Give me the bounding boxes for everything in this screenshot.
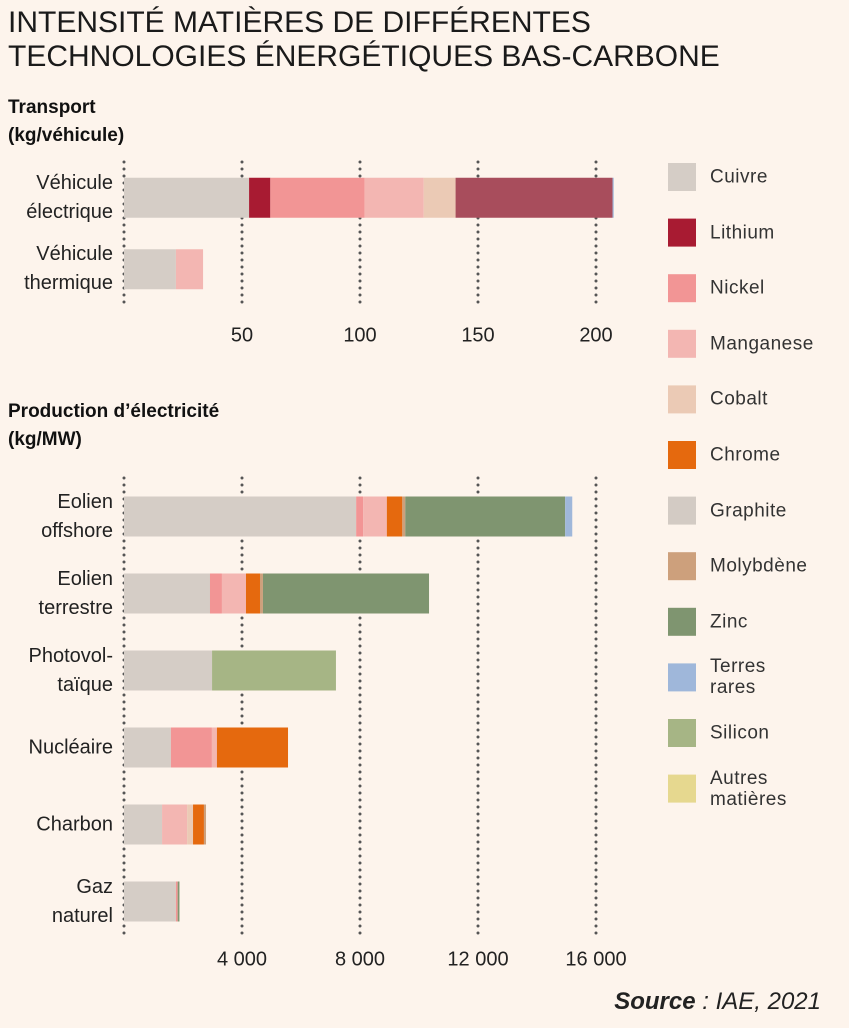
bar-segment bbox=[259, 573, 263, 614]
legend-label: Silicon bbox=[710, 722, 770, 744]
bar-segment bbox=[175, 881, 178, 922]
bar-segment bbox=[177, 881, 180, 922]
source: Source : IAE, 2021 bbox=[614, 988, 821, 1016]
bar-segment bbox=[245, 573, 260, 614]
legend-swatch bbox=[668, 329, 696, 358]
bar-segment bbox=[187, 804, 194, 845]
bar-segment bbox=[216, 727, 289, 768]
legend-swatch bbox=[668, 385, 696, 414]
category-label: Gaz naturel bbox=[51, 875, 113, 927]
x-tick-label: 50 bbox=[230, 324, 254, 347]
x-tick-label: 200 bbox=[579, 324, 613, 347]
bar-segment bbox=[405, 496, 566, 537]
legend-swatch bbox=[668, 163, 696, 191]
category-label: Photovol-taïque bbox=[28, 644, 114, 696]
bar-segment bbox=[212, 650, 336, 691]
source-text: : IAE, 2021 bbox=[702, 988, 821, 1015]
bar-segment bbox=[211, 727, 217, 768]
bar-segment bbox=[270, 177, 365, 218]
source-label: Source bbox=[614, 988, 696, 1015]
legend-label: Chrome bbox=[710, 444, 781, 466]
legend-swatch bbox=[668, 274, 696, 303]
legend-swatch bbox=[668, 774, 696, 803]
legend-swatch bbox=[668, 496, 696, 525]
bar-segment bbox=[386, 496, 403, 537]
bar-segment bbox=[124, 177, 250, 218]
bar-segment bbox=[363, 496, 387, 537]
bar-segment bbox=[565, 496, 573, 537]
bar-segment bbox=[249, 177, 271, 218]
legend-swatch bbox=[668, 218, 696, 247]
bar-segment bbox=[175, 249, 204, 290]
section-title: Transport bbox=[8, 97, 96, 118]
x-tick-label: 8 000 bbox=[334, 948, 386, 971]
bar-segment bbox=[124, 496, 357, 537]
legend-swatch bbox=[668, 663, 696, 692]
legend-swatch bbox=[668, 552, 696, 581]
x-tick-label: 16 000 bbox=[565, 948, 627, 971]
bar-segment bbox=[203, 804, 207, 845]
section-subtitle: (kg/MW) bbox=[8, 429, 82, 450]
x-tick-label: 150 bbox=[461, 324, 495, 347]
bar-segment bbox=[402, 496, 406, 537]
category-label: Nucléaire bbox=[28, 736, 113, 758]
legend-label: Manganese bbox=[710, 333, 814, 355]
legend-label: Autres matières bbox=[710, 767, 787, 810]
legend-label: Lithium bbox=[710, 222, 775, 244]
legend-label: Zinc bbox=[710, 611, 748, 633]
bar-segment bbox=[356, 496, 364, 537]
x-tick-label: 4 000 bbox=[216, 948, 268, 971]
page-title: INTENSITÉ MATIÈRES DE DIFFÉRENTES TECHNO… bbox=[8, 6, 720, 73]
category-label: Véhicule thermique bbox=[24, 243, 113, 295]
bar-segment bbox=[124, 727, 171, 768]
bar-segment bbox=[423, 177, 456, 218]
bar-segment bbox=[455, 177, 613, 218]
bar-segment bbox=[124, 881, 176, 922]
bar-segment bbox=[170, 727, 212, 768]
section-subtitle: (kg/véhicule) bbox=[8, 125, 125, 146]
bar-segment bbox=[209, 573, 222, 614]
legend-label: Nickel bbox=[710, 277, 765, 299]
legend-swatch bbox=[668, 441, 696, 469]
section-title: Production d’électricité bbox=[8, 401, 220, 422]
category-label: Charbon bbox=[36, 813, 113, 835]
bar-segment bbox=[124, 573, 210, 614]
bar-segment bbox=[124, 249, 176, 290]
bar-segment bbox=[162, 804, 188, 845]
category-label: Véhicule électrique bbox=[26, 171, 113, 223]
bar-segment bbox=[612, 177, 614, 218]
bar-segment bbox=[262, 573, 430, 614]
legend-swatch bbox=[668, 719, 696, 747]
legend-label: Cuivre bbox=[710, 166, 768, 188]
category-label: Eolien offshore bbox=[41, 490, 113, 542]
bar-segment bbox=[124, 650, 213, 691]
legend-swatch bbox=[668, 607, 696, 636]
bar-segment bbox=[193, 804, 204, 845]
bar-segment bbox=[221, 573, 246, 614]
x-tick-label: 100 bbox=[343, 324, 377, 347]
bar-segment bbox=[124, 804, 163, 845]
legend-label: Molybdène bbox=[710, 555, 808, 577]
x-tick-label: 12 000 bbox=[447, 948, 509, 971]
bar-segment bbox=[364, 177, 424, 218]
legend-label: Graphite bbox=[710, 500, 787, 522]
category-label: Eolien terrestre bbox=[38, 567, 113, 619]
legend-label: Terres rares bbox=[710, 656, 766, 699]
legend-label: Cobalt bbox=[710, 388, 768, 410]
